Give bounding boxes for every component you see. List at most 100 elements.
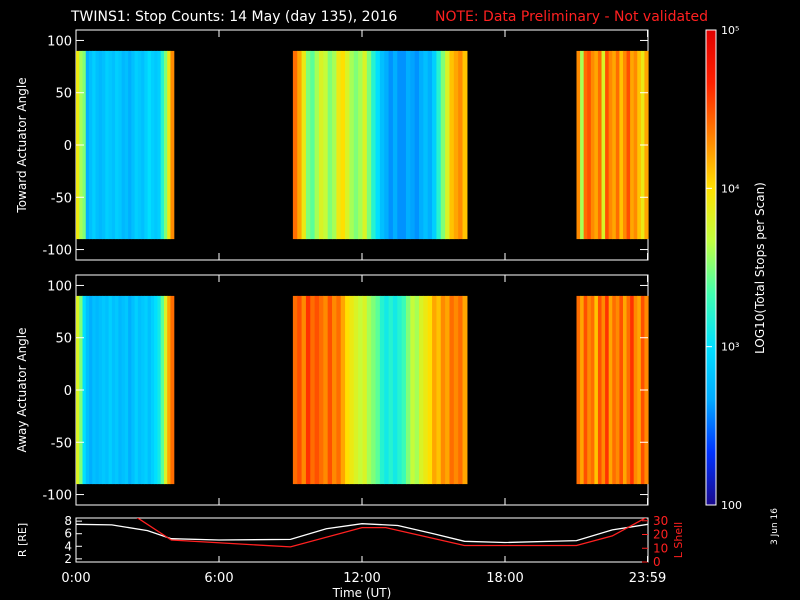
heatmap-column [89, 50, 93, 240]
heatmap-column [147, 295, 152, 485]
heatmap-column [401, 50, 407, 240]
heatmap-column [332, 295, 337, 485]
heatmap-column [366, 295, 372, 485]
heatmap-column [134, 50, 139, 240]
heatmap-column [314, 50, 320, 240]
heatmap-column [458, 50, 464, 240]
heatmap-column [150, 295, 155, 485]
heatmap-column [462, 295, 468, 485]
heatmap-column [583, 50, 588, 240]
time-tick-label: 23:59 [629, 571, 666, 586]
heatmap-column [131, 50, 136, 240]
heatmap-column [358, 295, 364, 485]
heatmap-column [388, 295, 394, 485]
heatmap-column [576, 50, 581, 240]
heatmap-column [419, 50, 424, 240]
toward-ylabel: Toward Actuator Angle [15, 77, 29, 213]
heatmap-column [449, 50, 455, 240]
colorbar-tick-label: 10³ [721, 341, 739, 354]
heatmap-column [336, 50, 342, 240]
heatmap-column [615, 50, 620, 240]
heatmap-column [170, 295, 175, 485]
heatmap-column [82, 295, 87, 485]
heatmap-column [612, 295, 617, 485]
heatmap-column [111, 50, 116, 240]
y-tick-label: 0 [64, 384, 72, 399]
heatmap-column [98, 50, 103, 240]
heatmap-column [353, 295, 359, 485]
heatmap-column [134, 295, 139, 485]
heatmap-column [144, 50, 149, 240]
lshell-tick-label: 20 [653, 528, 668, 542]
heatmap-column [157, 295, 162, 485]
heatmap-column [82, 50, 87, 240]
heatmap-column [619, 295, 624, 485]
radius-tick-label: 2 [64, 552, 72, 566]
heatmap-column [445, 50, 451, 240]
heatmap-column [121, 50, 126, 240]
heatmap-column [362, 295, 368, 485]
y-tick-label: 100 [47, 279, 72, 294]
heatmap-column [105, 50, 110, 240]
heatmap-column [115, 50, 119, 240]
heatmap-column [630, 50, 635, 240]
heatmap-column [587, 50, 592, 240]
heatmap-column [626, 295, 631, 485]
heatmap-column [102, 50, 106, 240]
radius-tick-label: 8 [64, 514, 72, 528]
heatmap-column [358, 50, 364, 240]
heatmap-column [137, 295, 142, 485]
heatmap-column [612, 50, 617, 240]
heatmap-column [85, 50, 90, 240]
heatmap-column [141, 50, 146, 240]
heatmap-column [436, 50, 442, 240]
radius-tick-label: 6 [64, 527, 72, 541]
heatmap-column [432, 295, 438, 485]
heatmap-column [423, 50, 429, 240]
heatmap-column [336, 295, 342, 485]
heatmap-column [292, 50, 298, 240]
heatmap-column [345, 50, 351, 240]
heatmap-column [150, 50, 155, 240]
heatmap-column [160, 50, 165, 240]
heatmap-column [637, 295, 642, 485]
heatmap-column [601, 295, 606, 485]
colorbar: 100 10³ 10⁴ 10⁵ LOG10(Total Stops per Scan) [705, 24, 767, 512]
radius-tick-label: 4 [64, 539, 72, 553]
heatmap-column [423, 295, 429, 485]
heatmap-column [154, 50, 159, 240]
heatmap-column [160, 295, 165, 485]
colorbar-tick-label: 10⁴ [721, 182, 740, 195]
heatmap-column [388, 50, 394, 240]
time-tick-label: 6:00 [204, 571, 233, 586]
heatmap-column [633, 50, 638, 240]
heatmap-column [95, 295, 100, 485]
heatmap-column [362, 50, 368, 240]
heatmap-column [301, 295, 307, 485]
heatmap-column [453, 295, 459, 485]
y-tick-label: -100 [42, 489, 72, 504]
heatmap-column [580, 50, 585, 240]
heatmap-column [366, 50, 372, 240]
heatmap-column [167, 295, 172, 485]
heatmap-column [327, 295, 333, 485]
heatmap-column [397, 50, 403, 240]
heatmap-column [98, 295, 103, 485]
heatmap-column [590, 295, 595, 485]
heatmap-column [608, 50, 613, 240]
heatmap-column [622, 295, 628, 485]
heatmap-column [605, 50, 610, 240]
heatmap-column [141, 295, 146, 485]
preliminary-note: NOTE: Data Preliminary - Not validated [435, 9, 708, 25]
heatmap-column [92, 50, 97, 240]
heatmap-column [462, 50, 468, 240]
heatmap-column [594, 50, 599, 240]
heatmap-column [163, 50, 168, 240]
heatmap-column [590, 50, 595, 240]
heatmap-column [458, 295, 464, 485]
heatmap-column [626, 50, 631, 240]
heatmap-column [605, 295, 610, 485]
heatmap-column [131, 295, 136, 485]
lshell-tick-label: 0 [653, 555, 661, 569]
heatmap-column [349, 295, 355, 485]
